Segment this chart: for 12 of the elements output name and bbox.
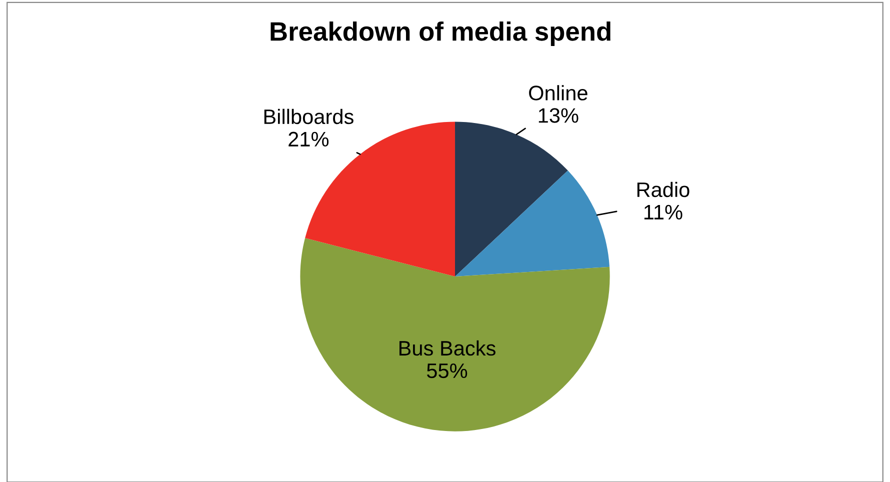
chart-title: Breakdown of media spend	[270, 21, 610, 46]
slice-label: Bus Backs	[400, 340, 496, 356]
pie-slice	[455, 122, 568, 277]
pie-slice	[455, 170, 610, 277]
slice-label: Radio	[637, 182, 690, 198]
slice-label: Billboards	[264, 108, 354, 124]
pie-slice	[300, 238, 610, 432]
slice-label: Online	[529, 85, 588, 100]
data-label: 55%	[426, 363, 468, 378]
data-label: 21%	[288, 132, 329, 146]
data-label: 11%	[644, 204, 682, 220]
data-label: 13%	[538, 108, 578, 123]
